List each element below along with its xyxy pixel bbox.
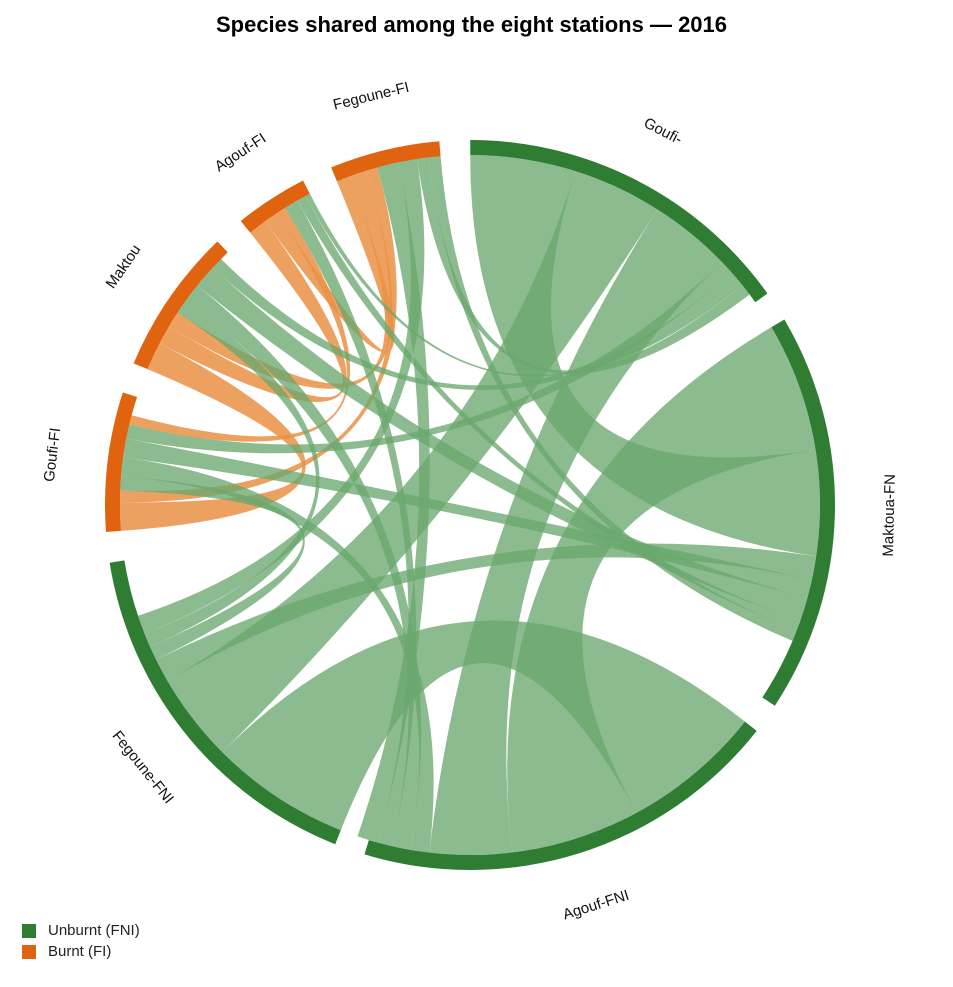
chord-link-maktoua-fi-maktoua-fni <box>197 267 808 621</box>
chord-link-agouf-fni-goufi-fni <box>429 209 722 855</box>
chord-link-goufi-fi-maktoua-fni <box>123 438 812 599</box>
chord-link-maktoua-fi-fegoune-fi <box>168 170 393 389</box>
sector-arc-agouf-fni <box>364 721 757 871</box>
sector-arc-maktoua-fni <box>762 319 835 706</box>
chord-link-maktoua-fi-goufi-fni <box>212 259 740 390</box>
sector-arc-goufi-fni <box>470 140 768 303</box>
chord-link-agouf-fi-fegoune-fi <box>265 176 395 353</box>
sector-arc-fegoune-fi <box>331 141 441 182</box>
sector-label-fegoune-fi: Fegoune-FI <box>331 79 410 114</box>
sector-label-goufi-fni: Goufi- <box>641 114 685 148</box>
sector-label-maktoua-fi: Maktou <box>103 242 145 292</box>
legend-item-burnt: Burnt (FI) <box>22 941 140 962</box>
legend: Unburnt (FNI) Burnt (FI) <box>22 920 140 962</box>
chord-link-maktoua-fi-agouf-fi <box>159 221 347 402</box>
sector-label-fegoune-fni: Fegoune-FNI <box>108 728 177 808</box>
chord-link-maktoua-fi-agouf-fni <box>185 285 422 850</box>
legend-swatch-unburnt <box>22 923 36 938</box>
chord-link-goufi-fi-maktoua-fi <box>120 343 306 531</box>
chart-title: Species shared among the eight stations … <box>215 12 728 37</box>
sector-label-agouf-fni: Agouf-FNI <box>561 887 631 924</box>
chord-link-fegoune-fni-agouf-fni <box>222 620 745 831</box>
sector-arc-maktoua-fi <box>133 241 228 370</box>
legend-label-burnt: Burnt (FI) <box>48 943 112 960</box>
sector-arc-agouf-fi <box>240 180 310 233</box>
sector-label-maktoua-fni: Maktoua-FN <box>880 474 899 557</box>
legend-swatch-burnt <box>22 944 36 959</box>
legend-label-unburnt: Unburnt (FNI) <box>48 922 140 939</box>
chord-link-agouf-fi-agouf-fni <box>285 200 417 847</box>
chord-link-fegoune-fni-maktoua-fni <box>156 543 817 681</box>
sector-arcs-layer <box>105 140 835 871</box>
sector-label-agouf-fi: Agouf-FI <box>212 130 269 176</box>
sector-arc-goufi-fi <box>105 392 138 532</box>
sector-label-goufi-fi: Goufi-FI <box>41 427 64 483</box>
chord-link-goufi-fi-fegoune-fni <box>120 476 305 660</box>
legend-item-unburnt: Unburnt (FNI) <box>22 920 140 941</box>
links-layer <box>120 155 820 855</box>
